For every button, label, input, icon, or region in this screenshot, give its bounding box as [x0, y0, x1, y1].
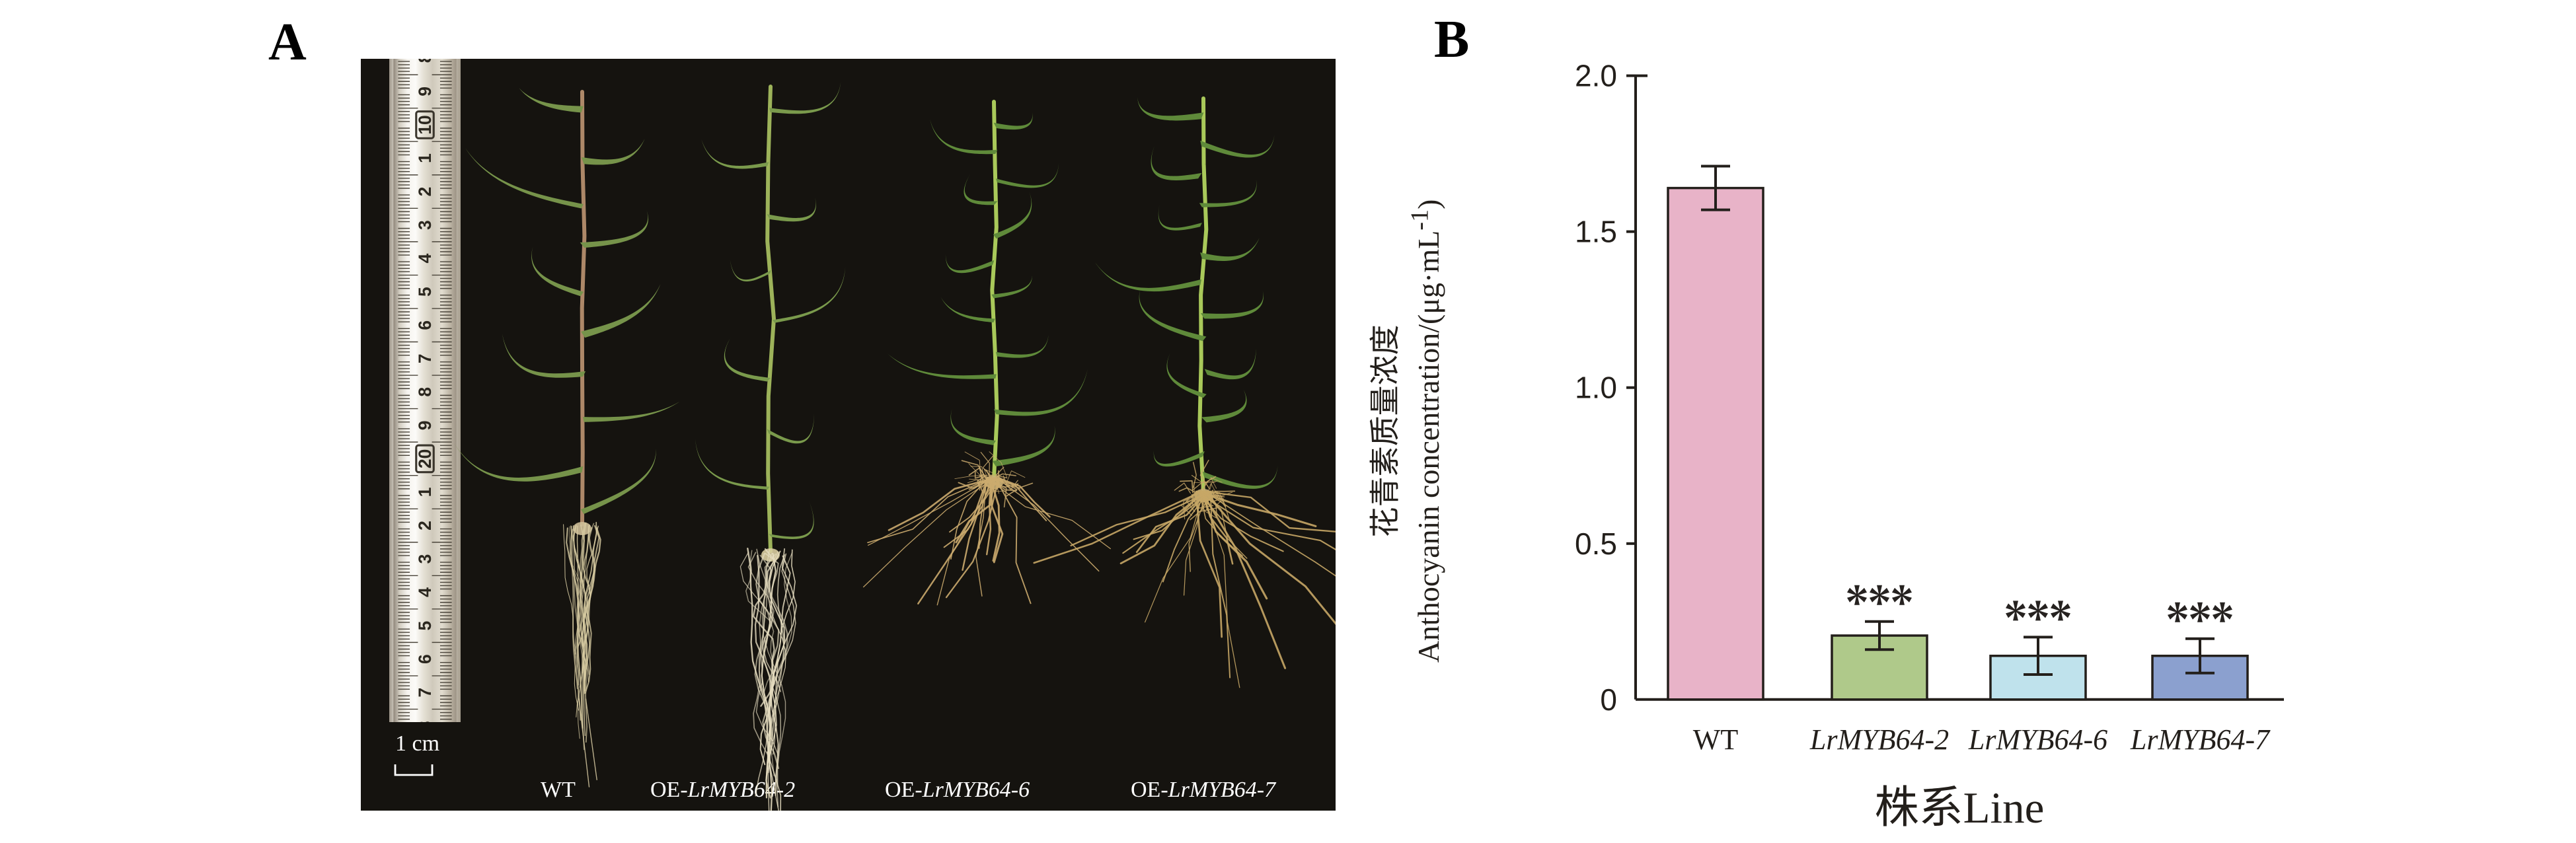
svg-text:2.0: 2.0 [1575, 59, 1617, 93]
svg-text:LrMYB64-6: LrMYB64-6 [1968, 723, 2107, 756]
svg-text:WT: WT [1693, 723, 1739, 756]
svg-text:1.5: 1.5 [1575, 215, 1617, 249]
svg-text:1.0: 1.0 [1575, 371, 1617, 405]
svg-text:LrMYB64-2: LrMYB64-2 [1809, 723, 1949, 756]
svg-text:0: 0 [1600, 682, 1617, 717]
svg-text:LrMYB64-7: LrMYB64-7 [2130, 723, 2271, 756]
svg-text:0.5: 0.5 [1575, 527, 1617, 561]
